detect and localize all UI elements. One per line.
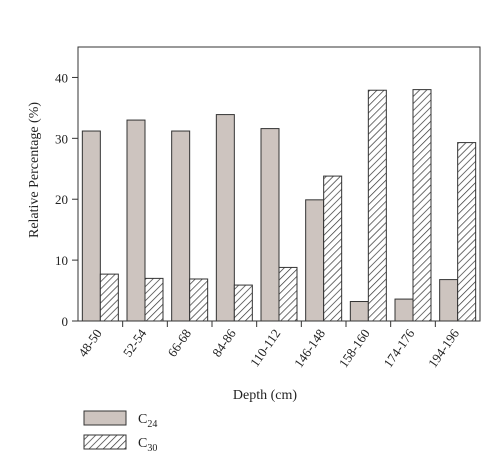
bar-C30-84-86 — [233, 284, 253, 322]
x-tick-label: 158-160 — [336, 326, 373, 370]
x-tick-label: 110-112 — [247, 326, 284, 369]
bar-C24-48-50 — [81, 130, 101, 322]
bar-C24-174-176 — [394, 298, 414, 322]
x-tick-label: 194-196 — [425, 326, 462, 371]
bar-C24-52-54 — [126, 119, 146, 322]
bar-C24-84-86 — [215, 114, 235, 322]
legend-label-C24: C24 — [138, 412, 157, 430]
y-axis-title: Relative Percentage (%) — [27, 102, 42, 238]
y-tick-label: 0 — [62, 314, 69, 329]
bar-C30-52-54 — [144, 277, 164, 322]
x-axis-title: Depth (cm) — [233, 388, 297, 403]
bar-C30-146-148 — [323, 175, 343, 322]
bar-C30-48-50 — [99, 273, 119, 322]
bar-C30-174-176 — [412, 89, 432, 322]
x-tick-label: 146-148 — [291, 326, 328, 370]
bar-C30-110-112 — [278, 266, 298, 322]
y-tick-label: 30 — [55, 131, 68, 146]
bar-C30-158-160 — [367, 89, 387, 322]
x-tick-label: 84-86 — [209, 326, 239, 360]
bar-C24-66-68 — [171, 130, 191, 322]
x-axis-ticks: 48-50 52-54 66-68 84-86 110-112 146-148 158-16… — [75, 321, 462, 370]
bar-C30-194-196 — [457, 142, 477, 322]
bars — [81, 89, 477, 322]
y-tick-label: 20 — [55, 192, 68, 207]
bar-C30-66-68 — [189, 278, 209, 322]
bar-C24-194-196 — [439, 279, 459, 322]
x-tick-label: 48-50 — [75, 326, 105, 359]
legend-swatch-C30 — [83, 434, 127, 450]
bar-C24-110-112 — [260, 128, 280, 322]
y-axis-ticks: 0 10 20 30 40 — [55, 70, 78, 329]
legend-swatch-C24 — [83, 410, 127, 426]
y-tick-label: 40 — [55, 70, 68, 85]
bar-C24-146-148 — [305, 199, 325, 322]
x-tick-label: 52-54 — [120, 326, 150, 360]
legend-label-C30: C30 — [138, 436, 157, 454]
x-tick-label: 66-68 — [164, 326, 194, 359]
x-tick-label: 174-176 — [380, 326, 417, 371]
bar-C24-158-160 — [349, 301, 369, 322]
y-tick-label: 10 — [55, 253, 68, 268]
